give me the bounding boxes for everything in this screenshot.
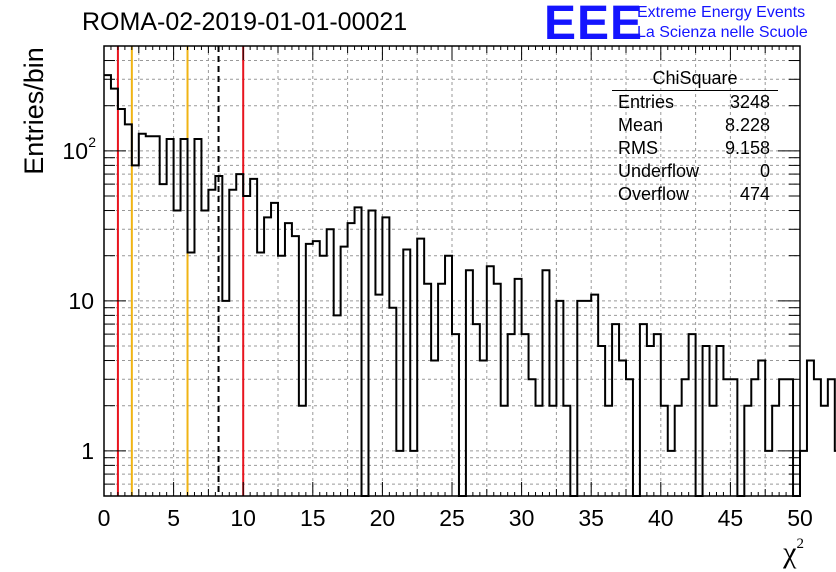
x-tick-label: 40 bbox=[648, 505, 674, 531]
y-tick-label-exponent: 2 bbox=[88, 134, 96, 150]
stats-row-underflow: Underflow 0 bbox=[612, 160, 778, 183]
x-tick-label: 20 bbox=[370, 505, 396, 531]
stats-value: 474 bbox=[739, 184, 770, 204]
reference-lines bbox=[116, 46, 245, 496]
stats-box: ChiSquare Entries 3248 Mean 8.228 RMS 9.158… bbox=[612, 66, 778, 206]
y-axis-label: Entries/bin bbox=[19, 47, 49, 175]
stats-label: Mean bbox=[618, 115, 664, 135]
x-tick-label: 50 bbox=[787, 505, 813, 531]
x-tick-label: 25 bbox=[439, 505, 465, 531]
x-tick-label: 0 bbox=[98, 505, 111, 531]
stats-label: RMS bbox=[618, 138, 658, 158]
x-axis-label: χ2 bbox=[783, 536, 804, 570]
stats-value: 9.158 bbox=[724, 138, 770, 158]
x-axis-label-chi: χ bbox=[783, 536, 797, 569]
y-tick-label: 10 bbox=[62, 138, 88, 164]
x-tick-label: 5 bbox=[167, 505, 180, 531]
stats-value: 0 bbox=[759, 161, 770, 181]
plot-frame bbox=[103, 45, 801, 497]
x-axis-label-superscript: 2 bbox=[796, 536, 805, 552]
eee-logo: EEE bbox=[544, 0, 644, 50]
stats-row-entries: Entries 3248 bbox=[612, 91, 778, 114]
stats-title: ChiSquare bbox=[612, 66, 778, 91]
y-tick-label: 1 bbox=[81, 438, 94, 464]
eee-subtitle-line1: Extreme Energy Events bbox=[637, 4, 806, 21]
stats-row-mean: Mean 8.228 bbox=[612, 114, 778, 137]
run-title: ROMA-02-2019-01-01-00021 bbox=[82, 8, 408, 36]
x-tick-label: 10 bbox=[230, 505, 256, 531]
x-tick-label: 30 bbox=[509, 505, 535, 531]
stats-value: 8.228 bbox=[724, 115, 770, 135]
x-tick-label: 45 bbox=[718, 505, 744, 531]
stats-label: Entries bbox=[618, 92, 675, 112]
stats-row-rms: RMS 9.158 bbox=[612, 137, 778, 160]
x-tick-label: 15 bbox=[300, 505, 326, 531]
stats-label: Underflow bbox=[618, 161, 700, 181]
y-tick-label: 10 bbox=[68, 288, 94, 314]
stats-row-overflow: Overflow 474 bbox=[612, 183, 778, 206]
eee-subtitle-line2: La Scienza nelle Scuole bbox=[637, 24, 808, 41]
x-tick-label: 35 bbox=[578, 505, 604, 531]
stats-value: 3248 bbox=[729, 92, 770, 112]
stats-label: Overflow bbox=[618, 184, 690, 204]
